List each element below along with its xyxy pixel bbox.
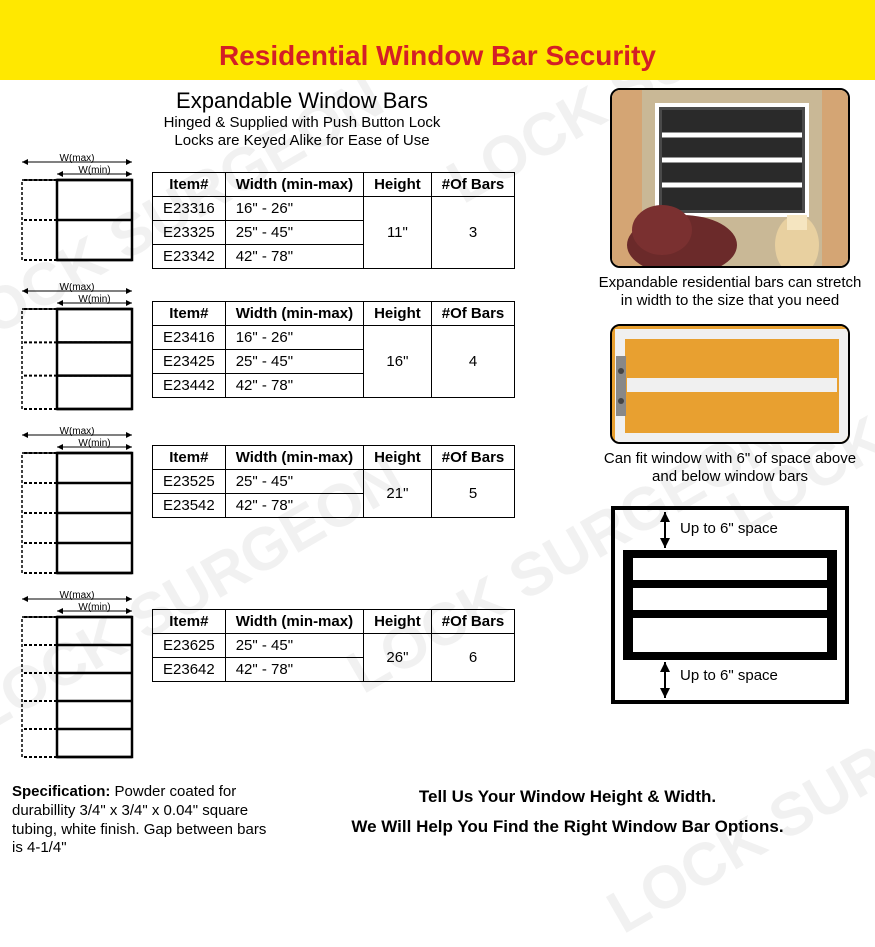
- product-table-t4: Item#Width (min-max)Height#Of BarsE23625…: [152, 609, 515, 682]
- product-row: W(max)W(min) Item#Width (min-max)Height#…: [12, 591, 592, 761]
- table-header: Width (min-max): [225, 610, 363, 634]
- cell-bars: 5: [431, 470, 515, 518]
- page-title: Residential Window Bar Security: [219, 40, 656, 72]
- table-header: #Of Bars: [431, 446, 515, 470]
- table-header: Width (min-max): [225, 446, 363, 470]
- cell-width: 42" - 78": [225, 494, 363, 518]
- table-header: Height: [364, 610, 432, 634]
- cell-width: 25" - 45": [225, 350, 363, 374]
- spacing-top-label: Up to 6" space: [680, 520, 840, 537]
- wmax-label: W(max): [60, 591, 95, 601]
- table-header: #Of Bars: [431, 173, 515, 197]
- product-row: W(max)W(min) Item#Width (min-max)Height#…: [12, 154, 592, 269]
- header-bar: Residential Window Bar Security: [0, 0, 875, 80]
- table-header: Height: [364, 446, 432, 470]
- product-row: W(max)W(min) Item#Width (min-max)Height#…: [12, 283, 592, 413]
- subheader-line2: Locks are Keyed Alike for Ease of Use: [12, 132, 592, 150]
- table-row: E2352525" - 45"21"5: [153, 470, 515, 494]
- subheader-title: Expandable Window Bars: [12, 88, 592, 114]
- cell-height: 26": [364, 634, 432, 682]
- subheader: Expandable Window Bars Hinged & Supplied…: [12, 88, 592, 150]
- photo1-caption: Expandable residential bars can stretch …: [598, 274, 862, 310]
- cell-item: E23642: [153, 658, 226, 682]
- cell-item: E23525: [153, 470, 226, 494]
- cell-width: 25" - 45": [225, 221, 363, 245]
- product-diagram: W(max)W(min): [12, 154, 152, 264]
- cell-item: E23325: [153, 221, 226, 245]
- photo-installed-bars: [610, 88, 850, 268]
- cell-height: 21": [364, 470, 432, 518]
- table-header: Height: [364, 302, 432, 326]
- table-header: Item#: [153, 610, 226, 634]
- cell-height: 16": [364, 326, 432, 398]
- product-table-t3: Item#Width (min-max)Height#Of BarsE23525…: [152, 445, 515, 518]
- product-diagram: W(max)W(min): [12, 283, 152, 413]
- spacing-bottom-label: Up to 6" space: [680, 667, 840, 684]
- table-header: Height: [364, 173, 432, 197]
- cell-item: E23625: [153, 634, 226, 658]
- table-row: E2362525" - 45"26"6: [153, 634, 515, 658]
- subheader-line1: Hinged & Supplied with Push Button Lock: [12, 114, 592, 132]
- right-column: Expandable residential bars can stretch …: [592, 88, 862, 775]
- table-header: #Of Bars: [431, 302, 515, 326]
- wmin-label: W(min): [78, 294, 110, 305]
- cell-item: E23416: [153, 326, 226, 350]
- cell-width: 42" - 78": [225, 658, 363, 682]
- product-diagram: W(max)W(min): [12, 591, 152, 761]
- table-row: E2341616" - 26"16"4: [153, 326, 515, 350]
- cell-bars: 6: [431, 634, 515, 682]
- product-diagram: W(max)W(min): [12, 427, 152, 577]
- cell-width: 42" - 78": [225, 245, 363, 269]
- photo2-caption: Can fit window with 6" of space above an…: [598, 450, 862, 486]
- cell-item: E23542: [153, 494, 226, 518]
- table-header: Item#: [153, 446, 226, 470]
- spacing-diagram: Up to 6" space Up to 6" space: [605, 500, 855, 749]
- product-table-t1: Item#Width (min-max)Height#Of BarsE23316…: [152, 172, 515, 269]
- help-line2: We Will Help You Find the Right Window B…: [272, 817, 863, 837]
- cell-width: 42" - 78": [225, 374, 363, 398]
- help-text: Tell Us Your Window Height & Width. We W…: [272, 783, 863, 858]
- left-column: Expandable Window Bars Hinged & Supplied…: [12, 88, 592, 775]
- wmax-label: W(max): [60, 427, 95, 437]
- table-header: Width (min-max): [225, 173, 363, 197]
- help-line1: Tell Us Your Window Height & Width.: [272, 787, 863, 807]
- cell-width: 16" - 26": [225, 197, 363, 221]
- photo-bar-mechanism: [610, 324, 850, 444]
- wmin-label: W(min): [78, 438, 110, 449]
- cell-bars: 3: [431, 197, 515, 269]
- wmin-label: W(min): [78, 165, 110, 176]
- table-header: Item#: [153, 302, 226, 326]
- table-header: Item#: [153, 173, 226, 197]
- cell-item: E23342: [153, 245, 226, 269]
- table-header: Width (min-max): [225, 302, 363, 326]
- wmax-label: W(max): [60, 154, 95, 164]
- spec-label: Specification:: [12, 783, 110, 800]
- cell-item: E23442: [153, 374, 226, 398]
- cell-bars: 4: [431, 326, 515, 398]
- product-row: W(max)W(min) Item#Width (min-max)Height#…: [12, 427, 592, 577]
- cell-height: 11": [364, 197, 432, 269]
- wmin-label: W(min): [78, 602, 110, 613]
- wmax-label: W(max): [60, 283, 95, 293]
- cell-item: E23425: [153, 350, 226, 374]
- product-table-t2: Item#Width (min-max)Height#Of BarsE23416…: [152, 301, 515, 398]
- cell-item: E23316: [153, 197, 226, 221]
- table-header: #Of Bars: [431, 610, 515, 634]
- specification-text: Specification: Powder coated for durabil…: [12, 783, 272, 858]
- cell-width: 16" - 26": [225, 326, 363, 350]
- cell-width: 25" - 45": [225, 634, 363, 658]
- table-row: E2331616" - 26"11"3: [153, 197, 515, 221]
- cell-width: 25" - 45": [225, 470, 363, 494]
